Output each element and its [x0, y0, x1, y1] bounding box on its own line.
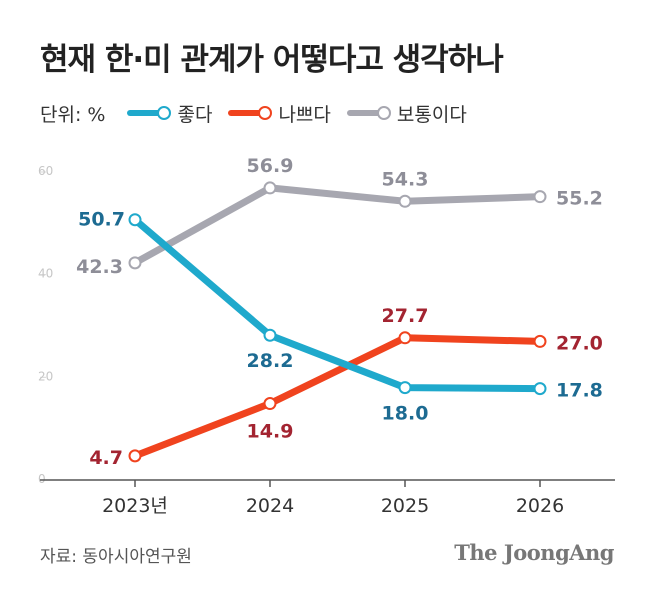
data-label-good: 17.8 — [556, 380, 603, 402]
data-point-good — [263, 328, 277, 342]
legend-label-bad: 나쁘다 — [278, 103, 331, 126]
data-point-good — [398, 381, 412, 395]
data-label-good: 18.0 — [382, 403, 429, 425]
data-point-bad — [263, 397, 277, 411]
data-label-bad: 4.7 — [89, 447, 123, 469]
y-tick-label: 0 — [38, 472, 46, 486]
legend-item-bad: 나쁘다 — [228, 100, 331, 127]
series-line-good — [131, 216, 544, 393]
legend-swatch-normal — [346, 106, 391, 120]
legend-swatch-bad — [228, 106, 273, 120]
x-tick-label: 2026 — [516, 495, 564, 517]
data-label-normal: 42.3 — [76, 256, 123, 278]
source-note: 자료: 동아시아연구원 — [40, 547, 192, 567]
brand-logo: The JoongAng — [454, 540, 614, 565]
legend-item-good: 좋다 — [127, 100, 212, 127]
x-tick-label: 2023년 — [102, 495, 168, 517]
y-tick-label: 20 — [38, 369, 53, 383]
data-point-bad — [128, 449, 142, 463]
legend: 단위: % 좋다 나쁘다 보통이다 — [40, 98, 483, 128]
data-point-good — [128, 213, 142, 227]
y-tick-label: 60 — [38, 164, 53, 178]
data-point-bad — [398, 331, 412, 345]
data-point-normal — [263, 181, 277, 195]
data-point-normal — [533, 190, 547, 204]
data-point-normal — [128, 256, 142, 270]
legend-swatch-good — [127, 106, 172, 120]
data-label-good: 28.2 — [247, 350, 294, 372]
chart-title: 현재 한·미 관계가 어떻다고 생각하나 — [40, 42, 504, 78]
data-label-normal: 55.2 — [556, 188, 603, 210]
data-point-good — [533, 382, 547, 396]
data-label-normal: 54.3 — [382, 168, 429, 190]
legend-item-normal: 보통이다 — [346, 100, 467, 127]
series-line-normal — [131, 184, 544, 267]
data-label-normal: 56.9 — [247, 155, 294, 177]
x-tick-label: 2024 — [246, 495, 294, 517]
legend-label-good: 좋다 — [177, 103, 213, 126]
unit-label: 단위: % — [40, 103, 106, 126]
data-label-bad: 27.0 — [556, 332, 603, 354]
data-point-normal — [398, 194, 412, 208]
data-point-bad — [533, 334, 547, 348]
legend-label-normal: 보통이다 — [396, 103, 467, 126]
data-label-bad: 14.9 — [247, 421, 294, 443]
x-tick-label: 2025 — [381, 495, 429, 517]
data-label-bad: 27.7 — [382, 305, 429, 327]
y-tick-label: 40 — [38, 267, 53, 281]
series-line-bad — [131, 334, 544, 460]
data-label-good: 50.7 — [78, 209, 125, 231]
